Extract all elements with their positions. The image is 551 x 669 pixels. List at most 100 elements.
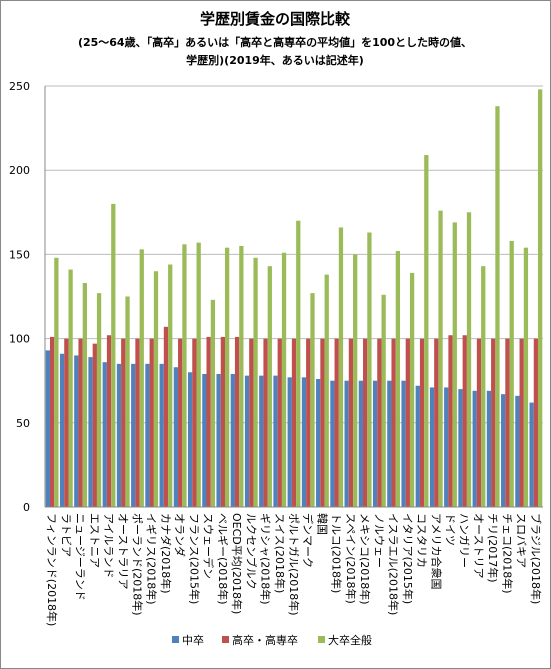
- bar: [344, 380, 349, 507]
- bar: [206, 336, 211, 507]
- x-tick-label: イスラエル(2018年): [387, 513, 401, 615]
- bar: [244, 375, 250, 507]
- bar: [316, 379, 321, 507]
- x-tick-label: オランダ: [173, 513, 187, 557]
- bar: [419, 338, 425, 507]
- bar: [74, 355, 79, 507]
- bar: [277, 338, 282, 507]
- bar: [59, 353, 65, 507]
- bar: [334, 338, 339, 507]
- x-tick-label: アイルランド: [102, 513, 115, 578]
- bar: [533, 338, 539, 507]
- x-tick-label: メキシコ(2018年): [358, 513, 372, 605]
- bar: [182, 244, 187, 507]
- bar: [249, 338, 254, 507]
- x-tick-label: コスタリカ: [415, 513, 428, 568]
- x-tick-label: スロバキア: [515, 513, 528, 568]
- bar: [49, 336, 55, 507]
- bar: [372, 380, 378, 507]
- bar: [330, 380, 335, 507]
- bar: [111, 203, 116, 507]
- bar: [395, 251, 401, 507]
- bar: [96, 293, 102, 507]
- bar: [159, 363, 164, 507]
- bar: [491, 338, 496, 507]
- bar: [145, 363, 150, 507]
- x-tick-label: フランス(2015年): [187, 513, 201, 604]
- x-tick-label: ニュージーランド: [74, 513, 87, 601]
- bar: [173, 367, 179, 507]
- bar: [519, 338, 524, 507]
- bar: [202, 373, 207, 507]
- x-tick-label: 韓国: [315, 513, 328, 535]
- y-tick-label: 100: [9, 333, 30, 346]
- bar: [139, 249, 144, 507]
- bar: [106, 335, 112, 507]
- x-tick-label: OECD平均(2018年): [230, 513, 244, 614]
- x-tick-label: スペイン(2018年): [344, 513, 358, 604]
- bar: [486, 390, 492, 507]
- bar: [353, 254, 358, 507]
- bar: [391, 338, 396, 507]
- legend-swatch: [172, 636, 179, 643]
- bar: [405, 338, 410, 507]
- bar: [448, 335, 453, 507]
- bar: [187, 372, 193, 507]
- bar: [387, 380, 392, 507]
- bar: [234, 336, 240, 507]
- legend-label: 中卒: [182, 633, 204, 647]
- chart-title: 学歴別賃金の国際比較: [200, 10, 351, 28]
- x-tick-label: ブラジル(2018年): [529, 513, 543, 604]
- bar: [125, 296, 130, 507]
- bar: [452, 222, 457, 508]
- bar: [131, 363, 136, 507]
- y-tick-label: 50: [16, 417, 30, 430]
- bar: [505, 338, 510, 507]
- bar: [224, 247, 230, 507]
- bar: [338, 227, 344, 507]
- bar: [301, 377, 307, 507]
- bar: [149, 338, 154, 507]
- bar: [291, 338, 297, 507]
- bar: [501, 394, 506, 507]
- bar: [481, 266, 486, 507]
- bar: [178, 338, 183, 507]
- bar: [92, 343, 97, 507]
- bar: [538, 89, 543, 508]
- bar: [509, 240, 514, 508]
- bar: [192, 338, 197, 507]
- bar: [348, 338, 354, 507]
- bar: [210, 299, 216, 507]
- chart-subtitle: (25〜64歳、「高卒」あるいは「高卒と高専卒の平均値」を100とした時の値、: [78, 35, 472, 49]
- bar: [310, 293, 315, 507]
- bar: [263, 338, 268, 507]
- bar: [168, 264, 173, 507]
- bar: [444, 387, 449, 507]
- legend-label: 高卒・高専卒: [232, 633, 298, 647]
- bar: [216, 373, 221, 507]
- x-tick-label: ベルギー(2018年): [216, 513, 230, 605]
- bar: [54, 257, 59, 507]
- bar: [306, 338, 311, 507]
- bar: [135, 338, 140, 507]
- x-tick-label: ポルトガル(2018年): [287, 513, 301, 616]
- x-tick-label: ハンガリー: [458, 513, 471, 568]
- bar: [230, 373, 235, 507]
- x-tick-label: オーストラリア: [116, 513, 129, 589]
- bar: [401, 380, 406, 507]
- x-tick-label: ルクセンブルク: [244, 513, 258, 590]
- x-tick-label: オーストリア: [472, 513, 485, 578]
- y-tick-label: 250: [9, 80, 30, 93]
- legend-label: 大卒全般: [328, 633, 372, 647]
- bar: [287, 377, 292, 507]
- bar: [381, 294, 386, 507]
- x-tick-label: ギリシャ(2018年): [259, 513, 273, 605]
- legend-swatch: [222, 636, 229, 643]
- bar: [429, 387, 435, 507]
- bar: [466, 212, 472, 508]
- x-tick-label: エストニア: [88, 513, 101, 568]
- x-tick-label: ラトビア: [59, 513, 72, 557]
- bar: [495, 106, 500, 507]
- x-tick-label: スウェーデン: [202, 513, 216, 579]
